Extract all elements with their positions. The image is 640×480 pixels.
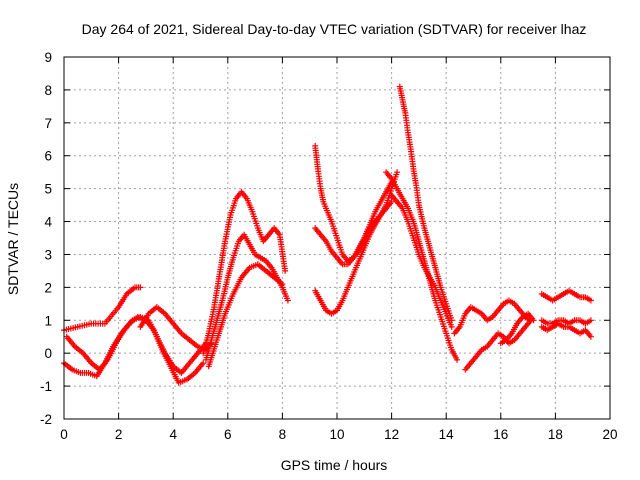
data-point-markers (538, 317, 594, 327)
x-tick-label: 14 (439, 427, 455, 442)
x-tick-label: 4 (169, 427, 177, 442)
series-track-e (200, 188, 289, 357)
x-tick-label: 12 (384, 427, 399, 442)
series-track-k (396, 83, 455, 324)
series-track-r (538, 317, 594, 327)
data-point-markers (312, 142, 395, 264)
series-track-q (538, 287, 594, 304)
data-point-markers (538, 287, 594, 304)
series-track-p (497, 310, 537, 347)
data-markers (61, 83, 594, 386)
data-point-markers (205, 261, 286, 370)
plot-frame (63, 56, 611, 420)
y-tick-label: 5 (44, 182, 52, 197)
y-tick-label: 2 (44, 280, 52, 295)
grid-lines (64, 57, 610, 419)
data-point-markers (538, 320, 594, 340)
series-track-g (205, 261, 286, 370)
x-tick-label: 18 (548, 427, 563, 442)
x-tick-label: 6 (224, 427, 232, 442)
y-tick-label: 8 (44, 83, 52, 98)
data-point-markers (200, 188, 289, 357)
series-track-m (388, 192, 455, 330)
data-point-markers (451, 297, 534, 337)
series-track-i (312, 169, 401, 268)
series-track-j (312, 198, 395, 317)
data-point-markers (63, 314, 209, 376)
y-tick-label: 3 (44, 247, 52, 262)
y-tick-label: 4 (44, 215, 52, 230)
series-track-s (538, 320, 594, 340)
x-tick-label: 0 (60, 427, 68, 442)
y-tick-label: 0 (44, 346, 52, 361)
data-point-markers (462, 317, 534, 373)
x-tick-label: 2 (115, 427, 123, 442)
chart-title: Day 264 of 2021, Sidereal Day-to-day VTE… (82, 21, 587, 37)
series-track-c (63, 314, 209, 376)
x-axis-label: GPS time / hours (281, 457, 388, 473)
x-tick-label: 8 (279, 427, 287, 442)
x-tick-label: 16 (493, 427, 508, 442)
y-tick-label: -1 (40, 379, 52, 394)
y-axis-label: SDTVAR / TECUs (5, 183, 21, 295)
y-tick-label: 1 (44, 313, 52, 328)
data-point-markers (388, 192, 455, 330)
data-point-markers (312, 198, 395, 317)
series-track-h (312, 142, 395, 264)
x-tick-label: 10 (329, 427, 344, 442)
y-tick-label: 9 (44, 50, 52, 65)
data-point-markers (312, 169, 401, 268)
x-tick-label: 20 (602, 427, 617, 442)
y-tick-label: -2 (40, 412, 52, 427)
series-track-o (462, 317, 534, 373)
series-track-n (451, 297, 534, 337)
y-tick-label: 6 (44, 149, 52, 164)
y-tick-label: 7 (44, 116, 52, 131)
data-point-markers (396, 83, 455, 324)
data-point-markers (497, 310, 537, 347)
